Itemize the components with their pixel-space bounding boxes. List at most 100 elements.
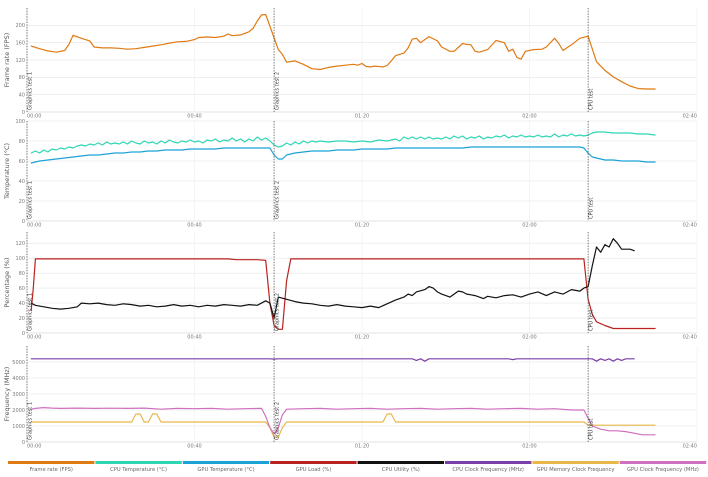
series-line-cpu-temperature-c xyxy=(30,131,656,154)
y-tick-label: 200 xyxy=(15,23,25,29)
y-tick-label: 60 xyxy=(19,159,25,165)
chart-legend: Frame rate (FPS) CPU Temperature (°C) GPU … xyxy=(8,461,707,473)
y-tick-label: 0 xyxy=(22,331,25,337)
legend-label: CPU Clock Frequency (MHz) xyxy=(452,467,524,473)
test-marker-label: CPU test xyxy=(589,310,595,331)
y-tick-label: 80 xyxy=(19,139,25,145)
y-tick-label: 1000 xyxy=(12,424,25,430)
y-tick-label: 4000 xyxy=(12,376,25,382)
test-marker-label: CPU test xyxy=(589,419,595,440)
legend-item-cpu-utility: CPU Utility (%) xyxy=(357,461,444,473)
legend-swatch xyxy=(270,461,357,464)
x-tick-label: 00:40 xyxy=(187,335,201,341)
x-tick-label: 00:40 xyxy=(187,444,201,450)
y-axis-label: Frequency (MHz) xyxy=(3,367,11,422)
x-tick-label: 00:40 xyxy=(187,223,201,229)
legend-swatch xyxy=(8,461,95,464)
legend-label: GPU Memory Clock Frequency xyxy=(537,467,615,473)
y-tick-label: 120 xyxy=(15,58,25,64)
legend-swatch xyxy=(357,461,444,464)
y-axis-label: Temperature (°C) xyxy=(3,143,11,200)
legend-swatch xyxy=(619,461,707,464)
x-tick-label: 02:00 xyxy=(522,444,536,450)
test-marker-label: Graphics test 1 xyxy=(28,402,34,440)
legend-label: CPU Utility (%) xyxy=(382,467,420,473)
x-tick-label: 02:40 xyxy=(683,335,697,341)
legend-swatch xyxy=(445,461,532,464)
x-tick-label: 02:00 xyxy=(522,223,536,229)
x-tick-label: 02:40 xyxy=(683,114,697,120)
series-line-gpu-memory-clock-frequency xyxy=(30,413,656,438)
y-axis-label: Frame rate (FPS) xyxy=(3,33,11,87)
series-line-gpu-temperature-c xyxy=(30,146,656,164)
x-tick-label: 01:20 xyxy=(355,223,369,229)
y-tick-label: 100 xyxy=(15,256,25,262)
legend-item-cpu-clock-frequency-mhz: CPU Clock Frequency (MHz) xyxy=(445,461,532,473)
legend-item-gpu-clock-frequency-mhz: GPU Clock Frequency (MHz) xyxy=(619,461,707,473)
legend-item-gpu-memory-clock-frequency: GPU Memory Clock Frequency xyxy=(532,461,619,473)
test-marker-label: Graphics test 2 xyxy=(275,72,281,110)
test-marker-label: Graphics test 1 xyxy=(28,181,34,219)
x-tick-label: 02:40 xyxy=(683,444,697,450)
y-tick-label: 20 xyxy=(19,316,25,322)
panel-4-frequency-mhz: 0 1000 2000 3000 4000 5000 00:00 00:40 01:20 02:0… xyxy=(3,346,698,450)
test-marker-label: Graphics test 1 xyxy=(28,293,34,331)
y-tick-label: 100 xyxy=(15,119,25,125)
legend-swatch xyxy=(532,461,619,464)
legend-item-cpu-temperature-c: CPU Temperature (°C) xyxy=(95,461,182,473)
legend-label: Frame rate (FPS) xyxy=(29,467,72,473)
x-tick-label: 01:20 xyxy=(355,444,369,450)
y-tick-label: 60 xyxy=(19,286,25,292)
legend-swatch xyxy=(95,461,182,464)
y-tick-label: 0 xyxy=(22,219,25,225)
x-tick-label: 02:00 xyxy=(522,114,536,120)
x-tick-label: 00:00 xyxy=(27,223,41,229)
y-tick-label: 0 xyxy=(22,440,25,446)
y-tick-label: 0 xyxy=(22,110,25,116)
y-tick-label: 40 xyxy=(19,179,25,185)
x-tick-label: 00:00 xyxy=(27,444,41,450)
y-tick-label: 3000 xyxy=(12,392,25,398)
panel-3-percentage: 0 20 40 60 80 100 120 00:00 00:40 01:20 02:00 02:40… xyxy=(3,232,698,341)
x-tick-label: 00:00 xyxy=(27,114,41,120)
y-tick-label: 40 xyxy=(19,301,25,307)
y-tick-label: 80 xyxy=(19,75,25,81)
legend-label: GPU Load (%) xyxy=(296,467,332,473)
x-tick-label: 01:20 xyxy=(355,335,369,341)
y-tick-label: 5000 xyxy=(12,360,25,366)
legend-label: GPU Clock Frequency (MHz) xyxy=(627,467,699,473)
series-line-frame-rate-fps xyxy=(30,13,656,90)
legend-swatch xyxy=(182,461,270,464)
legend-item-frame-rate-fps: Frame rate (FPS) xyxy=(8,461,95,473)
y-tick-label: 120 xyxy=(15,241,25,247)
x-tick-label: 00:40 xyxy=(187,114,201,120)
series-line-gpu-clock-frequency-mhz xyxy=(30,407,656,436)
x-tick-label: 02:40 xyxy=(683,223,697,229)
series-line-cpu-clock-frequency-mhz xyxy=(30,358,635,362)
y-tick-label: 2000 xyxy=(12,408,25,414)
legend-item-gpu-load: GPU Load (%) xyxy=(270,461,357,473)
x-tick-label: 02:00 xyxy=(522,335,536,341)
y-tick-label: 40 xyxy=(19,92,25,98)
test-marker-label: CPU test xyxy=(589,198,595,219)
test-marker-label: Graphics test 2 xyxy=(275,181,281,219)
test-marker-label: Graphics test 1 xyxy=(28,72,34,110)
panel-2-temperature-c: 0 20 40 60 80 100 00:00 00:40 01:20 02:00 02:40 Tem… xyxy=(3,119,698,229)
legend-item-gpu-temperature-c: GPU Temperature (°C) xyxy=(182,461,270,473)
x-tick-label: 01:20 xyxy=(355,114,369,120)
y-tick-label: 80 xyxy=(19,271,25,277)
y-tick-label: 20 xyxy=(19,199,25,205)
legend-label: GPU Temperature (°C) xyxy=(197,467,254,473)
x-tick-label: 00:00 xyxy=(27,335,41,341)
y-axis-label: Percentage (%) xyxy=(3,258,11,308)
test-marker-label: Graphics test 2 xyxy=(275,402,281,440)
legend-label: CPU Temperature (°C) xyxy=(110,467,167,473)
test-marker-label: Graphics test 2 xyxy=(275,293,281,331)
series-line-gpu-load xyxy=(30,258,656,330)
test-marker-label: CPU test xyxy=(589,89,595,110)
panel-1-frame-rate-fps: 0 40 80 120 160 200 00:00 00:40 01:20 02:00 02:40 F… xyxy=(3,8,698,120)
y-tick-label: 160 xyxy=(15,40,25,46)
series-line-cpu-utility xyxy=(30,238,635,319)
